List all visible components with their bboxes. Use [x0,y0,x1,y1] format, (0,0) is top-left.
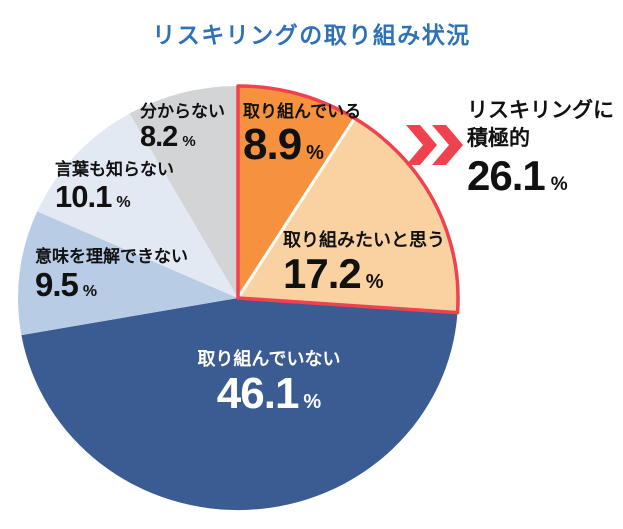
pie-slice-0 [238,86,355,298]
annotation-callout: リスキリングに 積極的 26.1 % [467,97,614,197]
annotation-value-row: 26.1 % [467,155,614,197]
pie-slice-1 [238,118,459,313]
highlight-outline [236,84,460,315]
pie-slice-5 [129,85,238,298]
double-chevron-icon [406,125,463,165]
chart-title: リスキリングの取り組み状況 [152,22,471,48]
annotation-line1: リスキリングに [467,99,614,122]
pie-slices [18,85,459,511]
annotation-value: 26.1 [467,152,546,200]
pie-slice-2 [21,298,458,511]
annotation-line2: 積極的 [467,126,530,150]
annotation-unit: % [550,174,568,196]
pie-slice-4 [37,113,239,298]
highlight-border [236,84,460,315]
pie-slice-3 [18,211,239,336]
pie-slice-separators [236,117,356,299]
highlight-separator [236,117,356,299]
